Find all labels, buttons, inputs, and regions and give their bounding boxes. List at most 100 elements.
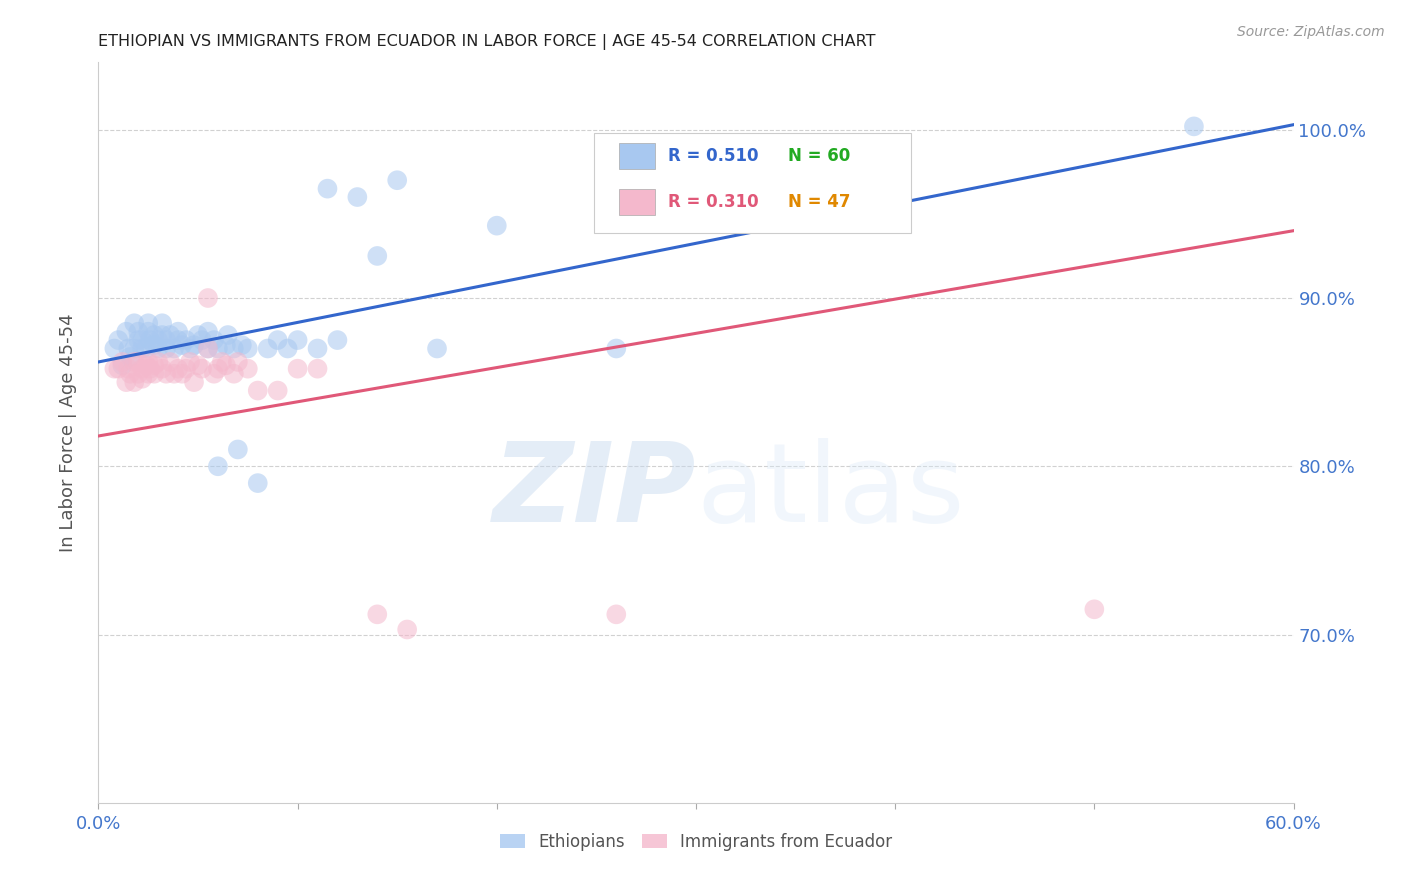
- Point: [120, 350, 142, 364]
- Point: [136, 316, 159, 330]
- Point: [605, 607, 627, 622]
- Text: R = 0.310: R = 0.310: [668, 193, 759, 211]
- Point: [155, 367, 177, 381]
- Point: [111, 359, 134, 373]
- Point: [396, 623, 419, 637]
- Point: [159, 355, 181, 369]
- Point: [107, 333, 129, 347]
- Point: [187, 328, 209, 343]
- Point: [215, 359, 238, 373]
- Point: [207, 361, 229, 376]
- Text: R = 0.510: R = 0.510: [668, 147, 759, 165]
- Y-axis label: In Labor Force | Age 45-54: In Labor Force | Age 45-54: [59, 313, 77, 552]
- Point: [148, 333, 170, 347]
- Point: [307, 361, 329, 376]
- Point: [150, 361, 173, 376]
- Point: [1083, 602, 1105, 616]
- Point: [217, 328, 239, 343]
- Point: [183, 375, 205, 389]
- Point: [385, 173, 409, 187]
- Point: [127, 355, 149, 369]
- Point: [167, 325, 190, 339]
- Point: [215, 338, 238, 352]
- Point: [267, 333, 290, 347]
- Point: [167, 333, 190, 347]
- Point: [287, 361, 309, 376]
- Point: [124, 375, 146, 389]
- Point: [115, 325, 138, 339]
- Point: [131, 361, 153, 376]
- Point: [127, 325, 149, 339]
- Point: [135, 342, 157, 356]
- Point: [131, 333, 153, 347]
- Point: [485, 219, 508, 233]
- Point: [136, 325, 159, 339]
- Point: [256, 342, 278, 356]
- Point: [207, 342, 229, 356]
- Point: [226, 442, 249, 457]
- Point: [197, 342, 219, 356]
- Legend: Ethiopians, Immigrants from Ecuador: Ethiopians, Immigrants from Ecuador: [494, 826, 898, 857]
- Point: [150, 316, 173, 330]
- Point: [131, 342, 153, 356]
- Point: [115, 375, 138, 389]
- Point: [179, 355, 201, 369]
- FancyBboxPatch shape: [595, 133, 911, 233]
- Point: [172, 367, 194, 381]
- Point: [163, 342, 186, 356]
- Point: [139, 361, 162, 376]
- Point: [117, 342, 139, 356]
- Point: [155, 333, 177, 347]
- Point: [150, 328, 173, 343]
- Point: [143, 328, 166, 343]
- Point: [143, 338, 166, 352]
- Point: [236, 361, 259, 376]
- Point: [103, 361, 125, 376]
- Point: [143, 367, 166, 381]
- Point: [136, 367, 159, 381]
- Point: [605, 342, 627, 356]
- Text: Source: ZipAtlas.com: Source: ZipAtlas.com: [1237, 25, 1385, 39]
- Point: [179, 342, 201, 356]
- Point: [148, 355, 170, 369]
- Point: [202, 367, 225, 381]
- Point: [246, 476, 269, 491]
- Point: [167, 361, 190, 376]
- Point: [124, 355, 146, 369]
- Point: [139, 333, 162, 347]
- Point: [197, 342, 219, 356]
- Point: [148, 342, 170, 356]
- Point: [207, 459, 229, 474]
- FancyBboxPatch shape: [620, 143, 655, 169]
- Point: [307, 342, 329, 356]
- Point: [183, 338, 205, 352]
- Point: [326, 333, 349, 347]
- Point: [231, 338, 253, 352]
- Point: [316, 181, 339, 195]
- Point: [197, 325, 219, 339]
- Point: [155, 342, 177, 356]
- Point: [287, 333, 309, 347]
- Point: [222, 342, 245, 356]
- Point: [131, 372, 153, 386]
- Point: [172, 338, 194, 352]
- Point: [120, 367, 142, 381]
- Point: [103, 342, 125, 356]
- Point: [277, 342, 299, 356]
- Point: [366, 249, 388, 263]
- Point: [143, 359, 166, 373]
- Point: [202, 333, 225, 347]
- Point: [1182, 120, 1205, 134]
- Point: [107, 361, 129, 376]
- Text: ETHIOPIAN VS IMMIGRANTS FROM ECUADOR IN LABOR FORCE | AGE 45-54 CORRELATION CHAR: ETHIOPIAN VS IMMIGRANTS FROM ECUADOR IN …: [98, 34, 876, 50]
- Point: [174, 361, 197, 376]
- Point: [127, 367, 149, 381]
- Point: [135, 359, 157, 373]
- Point: [124, 342, 146, 356]
- Point: [124, 316, 146, 330]
- Point: [211, 355, 233, 369]
- Point: [346, 190, 368, 204]
- Point: [197, 291, 219, 305]
- Point: [127, 333, 149, 347]
- Point: [191, 361, 214, 376]
